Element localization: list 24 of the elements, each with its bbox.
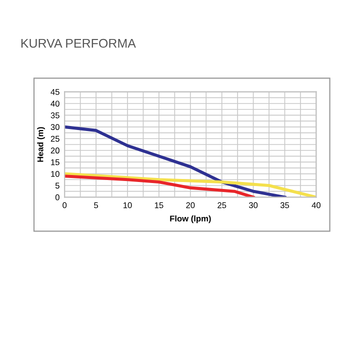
y-tick-label: 20 (50, 148, 60, 154)
y-tick-label: 35 (50, 112, 60, 118)
y-tick-label: 0 (55, 194, 60, 200)
y-tick-label: 10 (51, 170, 60, 177)
y-tick-label: 5 (55, 182, 60, 189)
x-tick-label: 40 (312, 202, 321, 208)
x-tick-label: 20 (186, 202, 195, 208)
y-tick-label: 30 (50, 124, 60, 130)
x-tick-label: 10 (124, 202, 132, 208)
x-tick-label: 35 (280, 202, 290, 208)
x-tick-label: 15 (154, 202, 164, 208)
line-series (64, 125, 286, 198)
x-tick-label: 5 (94, 202, 98, 208)
y-tick-label: 40 (50, 100, 60, 107)
y-tick-label: 45 (50, 89, 60, 95)
chart-title: KURVA PERFORMA (21, 38, 136, 48)
y-tick-label: 25 (50, 136, 60, 142)
x-axis-title: Flow (lpm) (170, 215, 211, 224)
x-tick-label: 25 (218, 202, 226, 208)
x-tick-label: 30 (248, 202, 258, 208)
y-tick-label: 15 (51, 159, 60, 166)
y-axis-title: Head (m) (37, 127, 45, 162)
line-series (64, 174, 255, 198)
x-tick-label: 0 (62, 202, 67, 208)
